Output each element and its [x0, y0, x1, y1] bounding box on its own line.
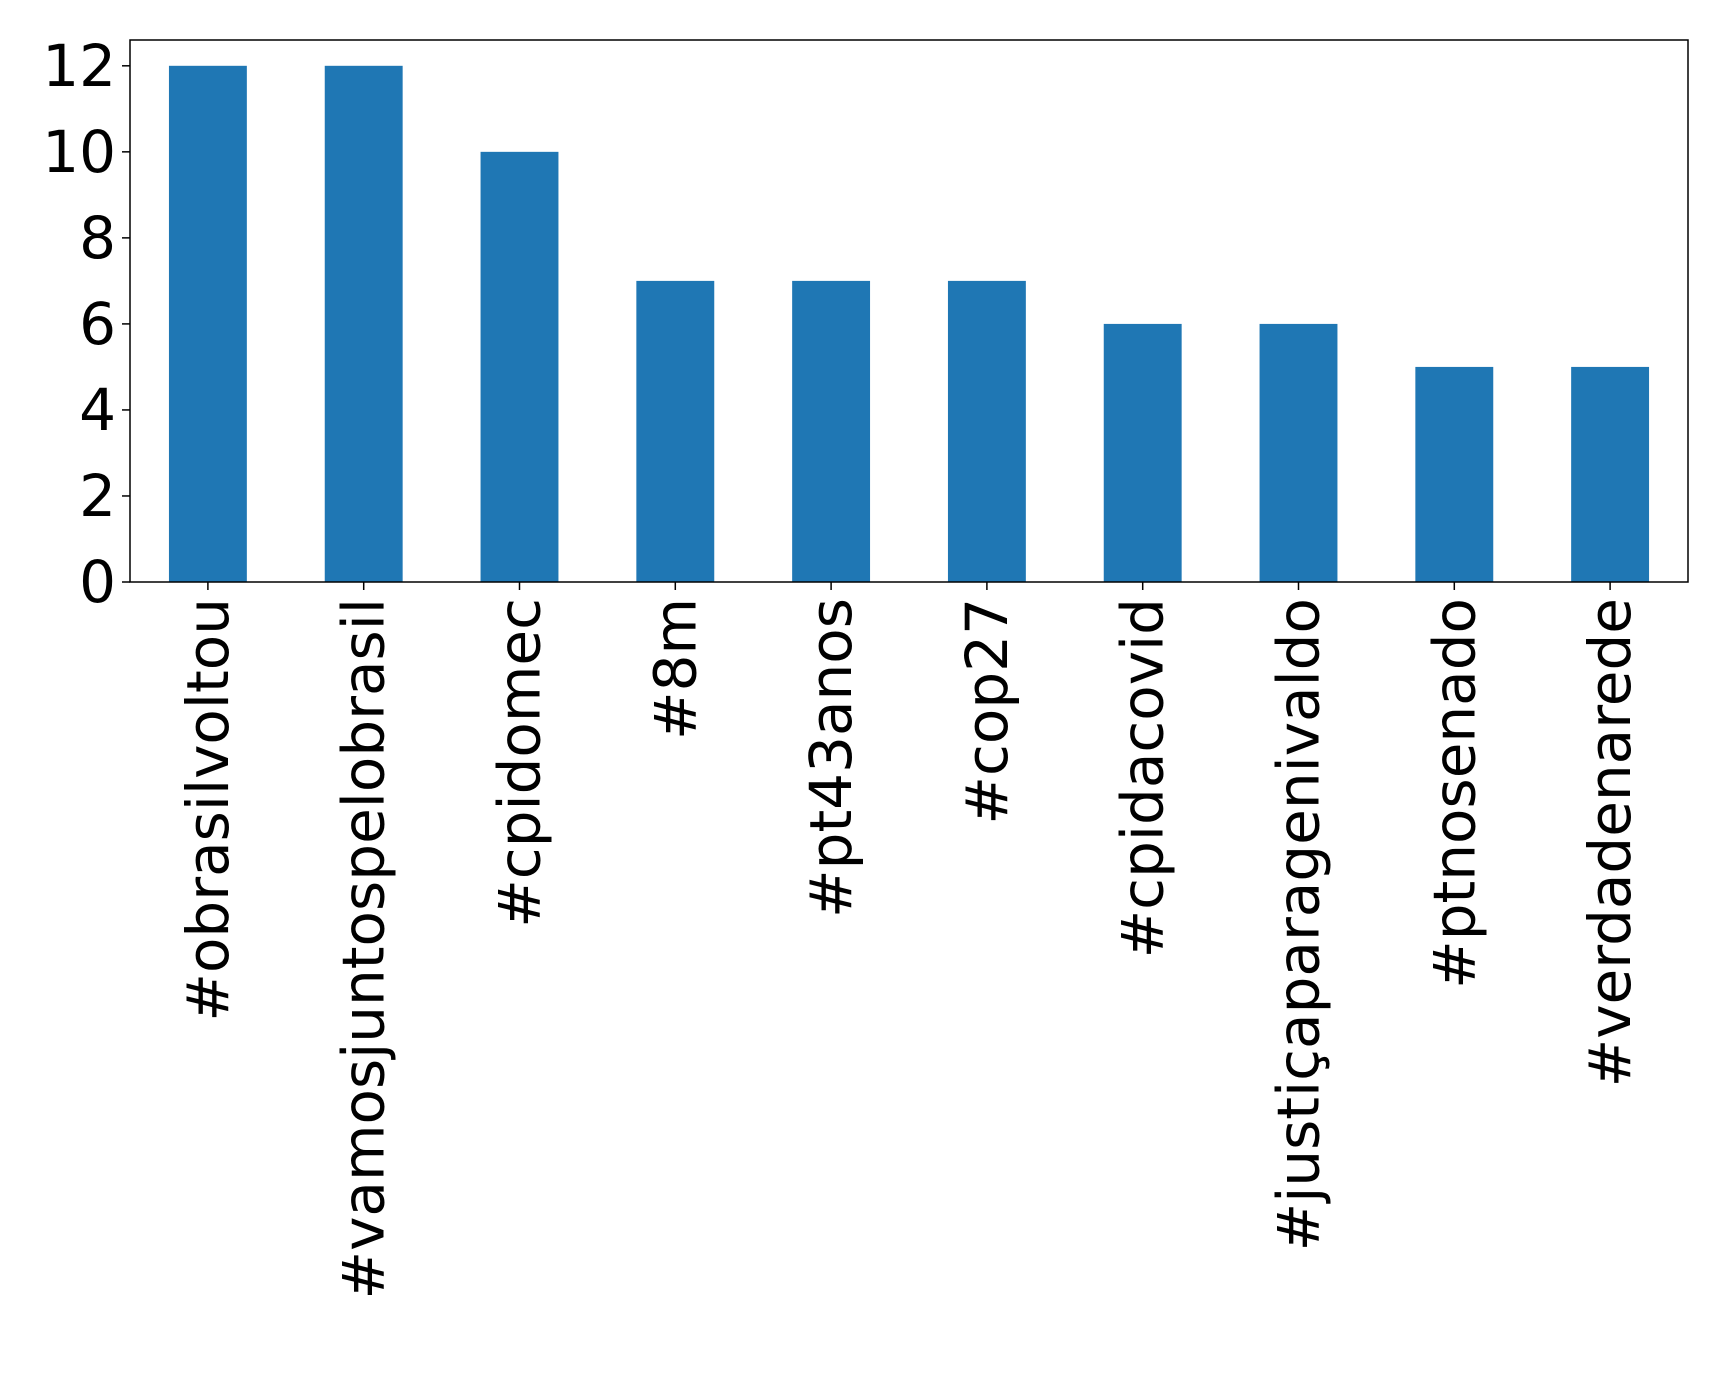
y-axis: 0 2 4 6 8 10 12 — [42, 32, 130, 616]
bar-2 — [480, 151, 559, 583]
y-tick-label: 0 — [79, 548, 116, 616]
y-tick-label: 8 — [79, 204, 116, 272]
x-tick-label: #cop27 — [953, 598, 1021, 825]
x-tick-label: #vamosjuntospelobrasil — [330, 598, 398, 1300]
x-tick-label: #8m — [641, 598, 709, 740]
x-axis: #obrasilvoltou #vamosjuntospelobrasil #cpi… — [174, 582, 1644, 1300]
y-tick-label: 10 — [42, 118, 116, 186]
bar-1 — [324, 65, 403, 583]
x-tick-label: #cpidacovid — [1109, 598, 1177, 958]
bar-0 — [168, 65, 247, 583]
bar-6 — [1103, 323, 1182, 582]
y-tick-label: 2 — [79, 462, 116, 530]
x-tick-label: #pt43anos — [797, 598, 865, 918]
y-tick-label: 6 — [79, 290, 116, 358]
bar-4 — [792, 280, 871, 582]
x-tick-label: #verdadenarede — [1576, 598, 1644, 1087]
bar-3 — [636, 280, 715, 582]
bar-8 — [1415, 366, 1494, 582]
x-tick-label: #ptnosenado — [1420, 598, 1488, 989]
bar-5 — [947, 280, 1026, 582]
y-tick-label: 4 — [79, 376, 116, 444]
bars-group — [168, 65, 1650, 583]
x-tick-label: #justiçaparagenivaldo — [1265, 598, 1333, 1251]
bar-7 — [1259, 323, 1338, 582]
x-tick-label: #cpidomec — [486, 598, 554, 928]
y-tick-label: 12 — [42, 32, 116, 100]
x-tick-label: #obrasilvoltou — [174, 598, 242, 1022]
plot-frame — [129, 39, 1689, 583]
bar-9 — [1571, 366, 1650, 582]
